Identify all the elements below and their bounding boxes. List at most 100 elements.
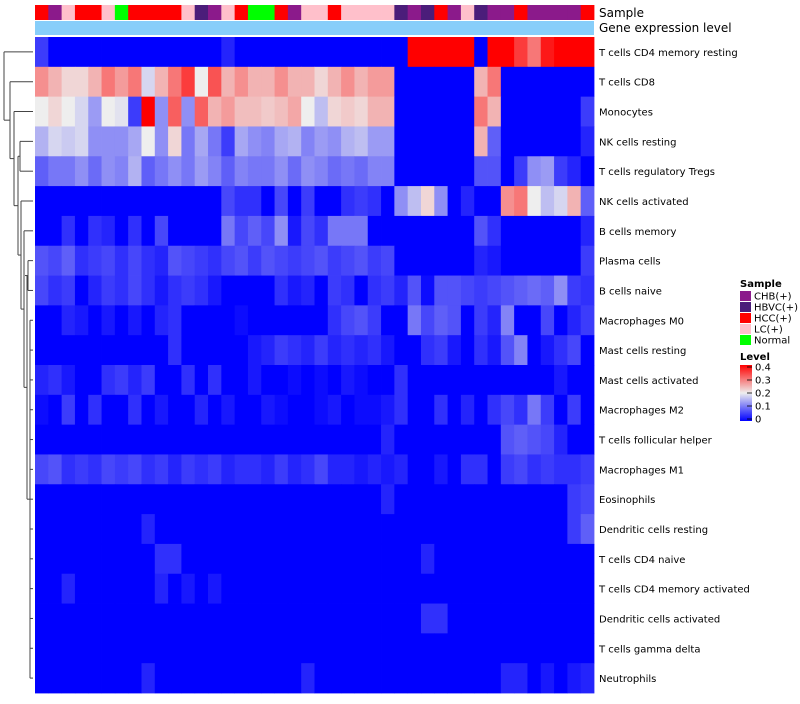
heatmap-cell	[420, 245, 435, 276]
heatmap-cell	[394, 514, 409, 545]
heatmap-cell	[500, 186, 515, 217]
heatmap-cell	[274, 156, 289, 187]
heatmap-cell	[474, 454, 488, 485]
heatmap-cell	[500, 245, 515, 276]
heatmap-cell	[514, 454, 528, 485]
heatmap-cell	[420, 484, 435, 515]
heatmap-cell	[327, 37, 342, 68]
heatmap-cell	[61, 365, 76, 396]
heatmap-cell	[514, 633, 528, 664]
sample-legend-label: HBVC(+)	[754, 303, 798, 314]
heatmap-cell	[487, 603, 502, 634]
heatmap-cell	[261, 156, 275, 187]
heatmap-cell	[141, 663, 156, 694]
heatmap-cell	[141, 215, 156, 247]
heatmap-cell	[88, 365, 102, 396]
heatmap-cell	[540, 663, 555, 694]
heatmap-cell	[261, 305, 275, 336]
heatmap-cell	[527, 186, 542, 217]
heatmap-cell	[261, 484, 275, 515]
heatmap-cell	[580, 66, 595, 98]
heatmap-cell	[221, 245, 236, 276]
heatmap-cell	[354, 514, 369, 545]
heatmap-cell	[287, 215, 302, 247]
heatmap-cell	[274, 245, 289, 276]
sample-annotation-cell	[35, 5, 49, 20]
heatmap-cell	[420, 365, 435, 396]
heatmap-cell	[221, 514, 236, 545]
gene-expression-level-track	[35, 21, 594, 35]
heatmap-cell	[460, 573, 475, 604]
heatmap-cell	[194, 663, 209, 694]
heatmap-cell	[567, 66, 582, 98]
heatmap-cell	[540, 245, 555, 276]
heatmap-cell	[314, 245, 329, 276]
heatmap-cell	[407, 484, 422, 515]
heatmap-cell	[74, 275, 89, 306]
heatmap-cell	[114, 126, 129, 157]
heatmap-cell	[168, 96, 182, 127]
heatmap-cell	[327, 603, 342, 634]
heatmap-cell	[194, 275, 209, 306]
heatmap-cell	[301, 573, 315, 604]
heatmap-cell	[234, 275, 249, 306]
heatmap-cell	[394, 186, 409, 217]
heatmap-cell	[420, 543, 435, 575]
heatmap-cell	[221, 603, 236, 634]
level-legend-label: 0.2	[755, 389, 771, 400]
heatmap-cell	[354, 484, 369, 515]
heatmap-cell	[500, 633, 515, 664]
heatmap-cell	[487, 96, 502, 127]
heatmap-cell	[487, 573, 502, 604]
heatmap-cell	[287, 335, 302, 366]
heatmap-cell	[88, 484, 102, 515]
heatmap-cell	[354, 66, 369, 98]
heatmap-cell	[394, 633, 409, 664]
heatmap-cell	[487, 543, 502, 575]
heatmap-cell	[554, 484, 568, 515]
sample-annotation-cell	[208, 5, 222, 20]
heatmap-cell	[580, 186, 595, 217]
heatmap-cell	[35, 603, 49, 634]
sample-annotation-cell	[327, 5, 342, 20]
heatmap-cell	[394, 37, 409, 68]
heatmap-cell	[181, 245, 196, 276]
heatmap-cell	[247, 305, 262, 336]
heatmap-cell	[474, 96, 488, 127]
heatmap-cell	[35, 96, 49, 127]
level-legend-label: 0	[755, 415, 761, 426]
heatmap-cell	[247, 573, 262, 604]
row-label: T cells CD4 memory resting	[598, 48, 738, 59]
heatmap-cell	[128, 37, 142, 68]
heatmap-cell	[554, 275, 568, 306]
heatmap-cell	[128, 186, 142, 217]
row-label: Monocytes	[599, 108, 653, 119]
heatmap-cell	[367, 305, 382, 336]
heatmap-cell	[434, 37, 448, 68]
heatmap-cell	[460, 484, 475, 515]
heatmap-cell	[447, 186, 462, 217]
heatmap-cell	[74, 96, 89, 127]
heatmap-cell	[474, 215, 488, 247]
heatmap-cell	[168, 245, 182, 276]
heatmap-cell	[447, 633, 462, 664]
heatmap-cell	[274, 66, 289, 98]
sample-annotation-cell	[460, 5, 475, 20]
sample-legend-swatch	[740, 324, 751, 334]
heatmap-cell	[168, 365, 182, 396]
heatmap-cell	[141, 37, 156, 68]
heatmap-cell	[540, 633, 555, 664]
heatmap-cell	[141, 186, 156, 217]
heatmap-cell	[35, 424, 49, 455]
heatmap-cell	[580, 215, 595, 247]
heatmap-cell	[434, 275, 448, 306]
heatmap-cell	[341, 245, 355, 276]
heatmap-cell	[114, 66, 129, 98]
heatmap-cell	[354, 126, 369, 157]
heatmap-cell	[194, 66, 209, 98]
heatmap-cell	[221, 484, 236, 515]
heatmap-cell	[61, 484, 76, 515]
sample-annotation-cell	[367, 5, 382, 20]
heatmap-cell	[314, 365, 329, 396]
